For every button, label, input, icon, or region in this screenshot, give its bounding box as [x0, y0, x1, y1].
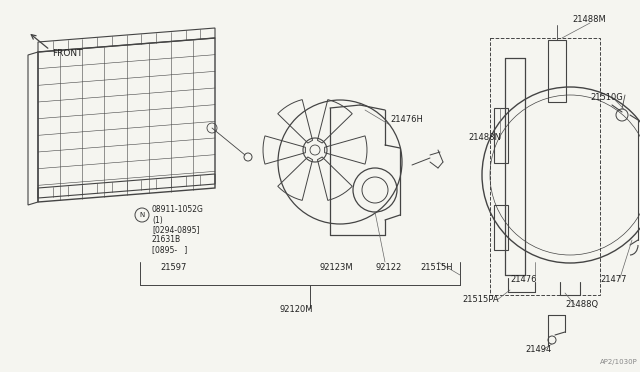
Text: AP2/1030P: AP2/1030P — [600, 359, 637, 365]
Text: 92122: 92122 — [375, 263, 401, 273]
Text: 21488M: 21488M — [572, 16, 605, 25]
Bar — [494, 205, 508, 250]
Bar — [490, 38, 600, 295]
Text: 21476H: 21476H — [390, 115, 423, 125]
Text: 92120M: 92120M — [280, 305, 314, 314]
Text: 21597: 21597 — [160, 263, 186, 273]
Text: 21488Q: 21488Q — [565, 301, 598, 310]
Text: 21477: 21477 — [600, 276, 627, 285]
Text: 21494: 21494 — [525, 346, 551, 355]
Text: 08911-1052G: 08911-1052G — [152, 205, 204, 215]
Text: 21631B: 21631B — [152, 235, 181, 244]
Bar — [494, 108, 508, 163]
Text: FRONT: FRONT — [52, 48, 83, 58]
Text: 21515PA: 21515PA — [462, 295, 499, 305]
Text: 21488N: 21488N — [468, 134, 501, 142]
Text: [0895-   ]: [0895- ] — [152, 246, 188, 254]
Text: 21510G: 21510G — [590, 93, 623, 102]
Text: 92123M: 92123M — [320, 263, 354, 273]
Text: 21476: 21476 — [510, 276, 536, 285]
Text: [0294-0895]: [0294-0895] — [152, 225, 200, 234]
Text: (1): (1) — [152, 215, 163, 224]
Text: N: N — [140, 212, 145, 218]
Bar — [548, 40, 566, 102]
Text: 21515H: 21515H — [420, 263, 452, 273]
